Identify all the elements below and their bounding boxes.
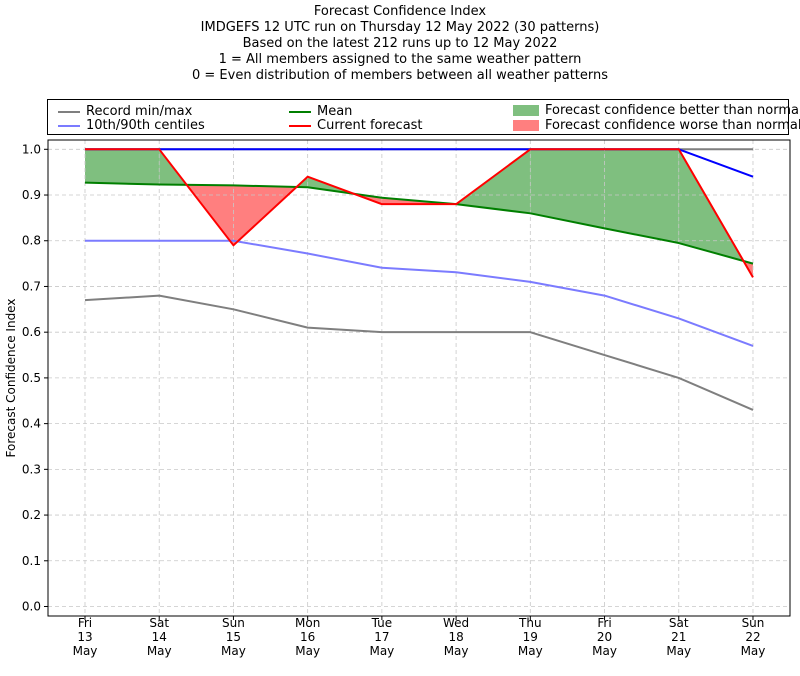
legend-centiles-swatch — [58, 125, 80, 127]
y-tick-label: 0.8 — [22, 234, 41, 248]
legend-better-label: Forecast confidence better than normal — [545, 103, 800, 118]
y-tick-label: 0.0 — [22, 600, 41, 614]
series-lines — [84, 148, 754, 411]
better-than-normal-area — [85, 149, 160, 185]
x-tick-label: Sun 15 May — [221, 616, 246, 658]
y-tick-label: 0.5 — [22, 371, 41, 385]
legend-mean-swatch — [289, 111, 311, 113]
better-than-normal-area — [530, 149, 605, 229]
y-axis-title: Forecast Confidence Index — [4, 299, 18, 458]
legend-mean-label: Mean — [317, 104, 353, 119]
chart-legend: Record min/max 10th/90th centiles Mean C… — [47, 99, 800, 135]
chart-title: Forecast Confidence Index — [313, 4, 487, 19]
better-than-normal-area — [456, 149, 531, 214]
x-tick-label: Thu 19 May — [518, 616, 543, 658]
legend-current-label: Current forecast — [317, 118, 423, 133]
legend-record-swatch — [58, 111, 80, 113]
x-tick-label: Wed 18 May — [443, 616, 469, 658]
y-tick-label: 0.2 — [22, 508, 41, 522]
series-10th-centile — [85, 239, 754, 347]
x-tick-label: Sat 21 May — [666, 616, 691, 658]
x-tick-label: Tue 17 May — [369, 616, 394, 658]
x-tick-label: Mon 16 May — [295, 616, 320, 658]
y-tick-label: 1.0 — [22, 142, 41, 156]
legend-worse-swatch — [513, 120, 539, 131]
chart-subtitle-run: IMDGEFS 12 UTC run on Thursday 12 May 20… — [200, 20, 600, 35]
legend-record-label: Record min/max — [86, 104, 193, 119]
legend-centiles-label: 10th/90th centiles — [86, 118, 205, 133]
y-tick-label: 0.7 — [22, 279, 41, 293]
x-tick-label: Sun 22 May — [741, 616, 766, 658]
y-tick-label: 0.9 — [22, 188, 41, 202]
x-tick-label: Sat 14 May — [147, 616, 172, 658]
x-axis: Fri 13 May Sat 14 May Sun 15 May Mon 16 May Tue 17 May… — [73, 616, 766, 658]
y-tick-label: 0.4 — [22, 417, 41, 431]
better-than-normal-area — [604, 149, 679, 244]
y-tick-label: 0.3 — [22, 462, 41, 476]
x-tick-label: Fri 13 May — [73, 616, 98, 658]
confidence-fills — [85, 149, 753, 278]
series-current-forecast — [85, 148, 754, 278]
legend-worse-label: Forecast confidence worse than normal — [545, 118, 800, 133]
series-record-min — [84, 294, 754, 411]
chart-subtitle-runs: Based on the latest 212 runs up to 12 Ma… — [242, 36, 558, 51]
x-tick-label: Fri 20 May — [592, 616, 617, 658]
series-mean — [84, 181, 754, 265]
y-tick-label: 0.6 — [22, 325, 41, 339]
legend-better-swatch — [513, 105, 539, 116]
y-tick-label: 0.1 — [22, 554, 41, 568]
chart-subtitle-zero: 0 = Even distribution of members between… — [191, 68, 609, 83]
chart-subtitle-one: 1 = All members assigned to the same wea… — [218, 52, 582, 67]
legend-current-swatch — [289, 125, 311, 127]
y-axis: 0.0 0.1 0.2 0.3 0.4 0.5 0.6 0.7 0.8 0.9 1.0 — [22, 142, 48, 614]
